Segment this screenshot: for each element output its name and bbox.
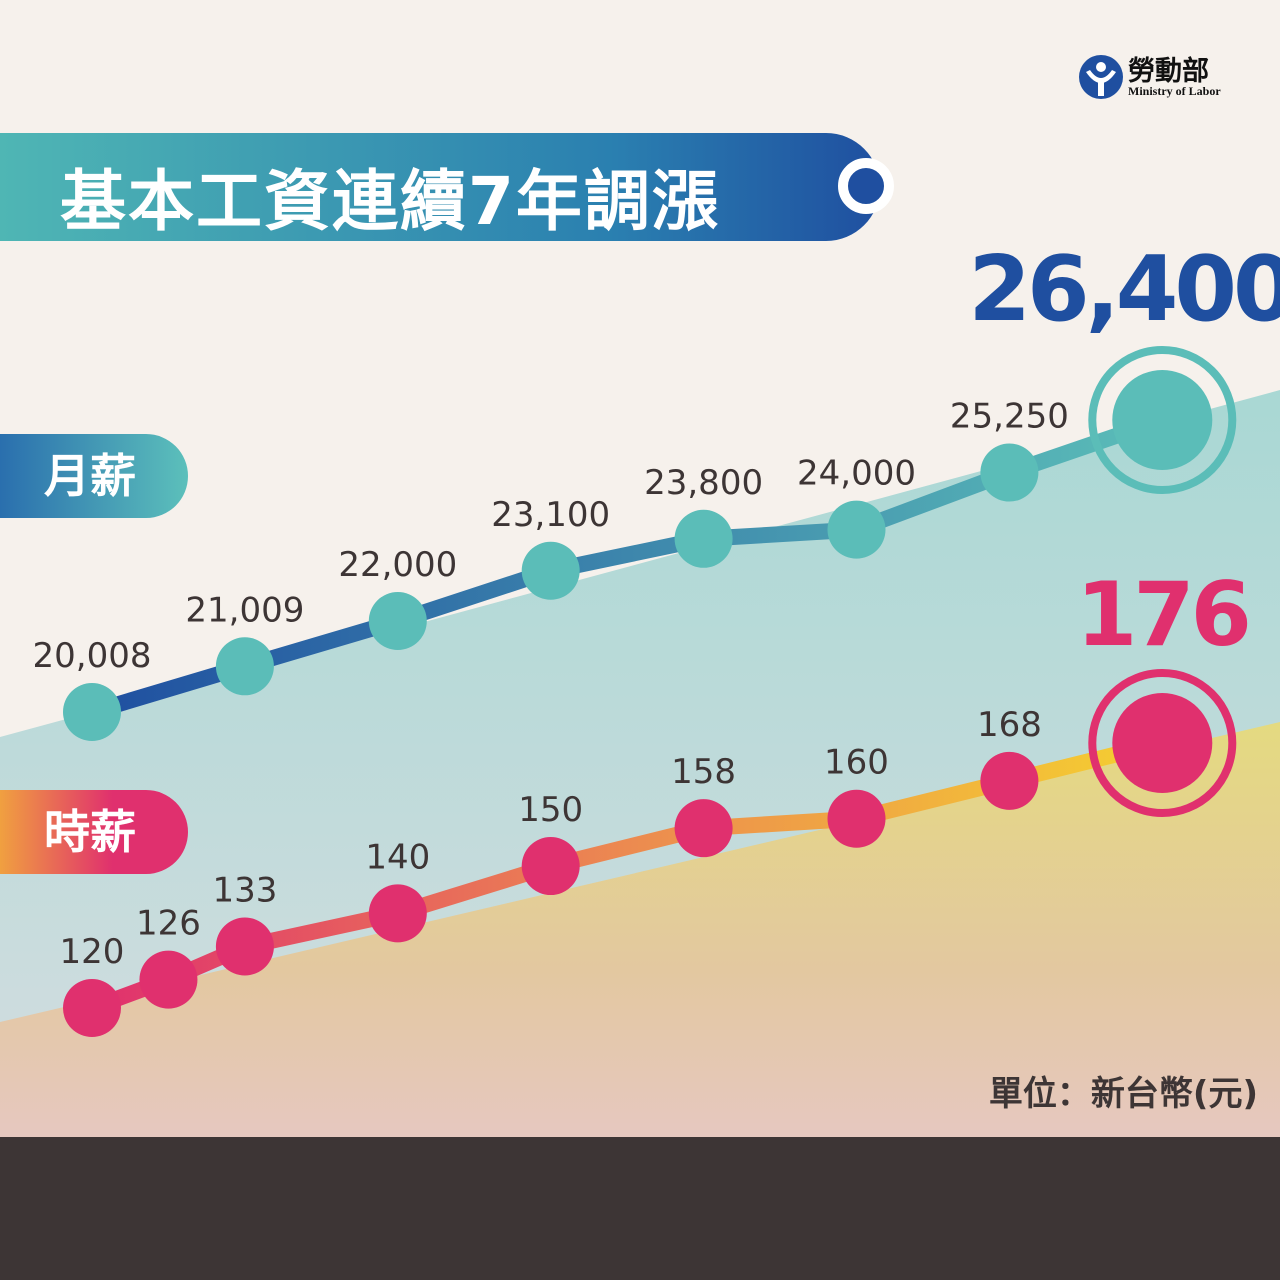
monthly-highlight-ring [1088, 346, 1237, 494]
hourly-area [0, 722, 1280, 1137]
hourly-data-label: 168 [977, 705, 1042, 745]
hourly-data-label-highlight: 176 [1076, 563, 1248, 666]
ministry-emblem-icon [1079, 55, 1123, 99]
page-title: 基本工資連續7年調漲 [60, 163, 720, 240]
monthly-point [1112, 370, 1213, 470]
hourly-point [1112, 693, 1213, 793]
hourly-data-label: 140 [365, 837, 430, 877]
hourly-data-label: 126 [136, 904, 201, 944]
monthly-data-label: 24,000 [797, 454, 916, 494]
hourly-point [827, 789, 886, 848]
monthly-data-label: 22,000 [338, 545, 457, 585]
hourly-point [674, 799, 733, 858]
title-dot-icon [838, 158, 894, 214]
x-axis-bar [0, 1137, 1280, 1280]
logo-chinese: 勞動部 [1128, 55, 1209, 87]
monthly-point [63, 683, 121, 741]
monthly-point [368, 592, 427, 651]
legend-monthly: 月薪 [0, 434, 188, 518]
monthly-data-label: 21,009 [185, 590, 304, 630]
hourly-point [368, 884, 427, 943]
hourly-data-label: 150 [518, 790, 583, 830]
monthly-point [674, 509, 733, 568]
monthly-point [521, 541, 580, 600]
monthly-data-label: 23,800 [644, 463, 763, 503]
legend-hourly: 時薪 [0, 790, 188, 874]
title-banner [0, 133, 880, 241]
hourly-point [63, 979, 121, 1037]
hourly-point [215, 917, 274, 976]
hourly-point [980, 751, 1039, 810]
ministry-logo: 勞動部 Ministry of Labor [1078, 54, 1221, 100]
hourly-data-label: 133 [212, 870, 277, 910]
unit-label: 單位：新台幣(元) [988, 1074, 1258, 1114]
monthly-point [980, 443, 1039, 502]
monthly-data-label: 25,250 [950, 397, 1069, 437]
hourly-point [521, 837, 580, 896]
logo-english: Ministry of Labor [1128, 83, 1221, 98]
monthly-data-label-highlight: 26,400 [968, 237, 1280, 342]
hourly-data-label: 160 [824, 743, 889, 783]
monthly-data-label: 23,100 [491, 495, 610, 535]
hourly-data-label: 120 [60, 932, 125, 972]
hourly-highlight-ring [1088, 669, 1237, 817]
monthly-point [215, 637, 274, 696]
hourly-point [139, 950, 198, 1009]
monthly-data-label: 20,008 [33, 636, 152, 676]
hourly-data-label: 158 [671, 752, 736, 792]
monthly-point [827, 500, 886, 559]
